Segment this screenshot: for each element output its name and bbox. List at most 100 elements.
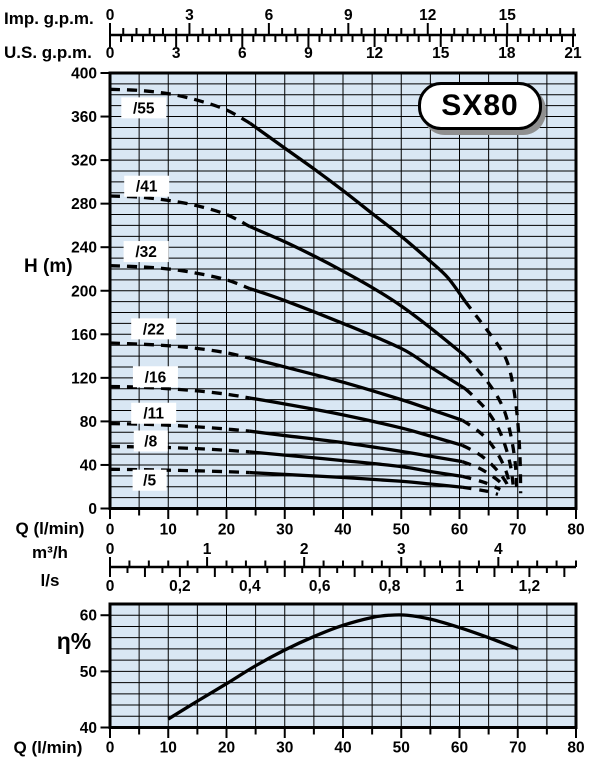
svg-text:/8: /8 bbox=[144, 433, 157, 450]
svg-text:30: 30 bbox=[276, 522, 293, 539]
svg-text:240: 240 bbox=[71, 240, 97, 257]
efficiency-axis-title: η% bbox=[56, 628, 92, 654]
svg-text:9: 9 bbox=[304, 45, 313, 62]
svg-text:400: 400 bbox=[71, 66, 97, 83]
svg-text:0,4: 0,4 bbox=[239, 578, 261, 595]
efficiency-curve bbox=[167, 613, 519, 721]
curve-label-16: /16 bbox=[132, 366, 178, 388]
pump-curve-22 bbox=[109, 341, 512, 485]
imp-gpm-scale-title: Imp. g.p.m. bbox=[4, 9, 94, 28]
model-badge: SX80 bbox=[418, 82, 542, 130]
svg-text:15: 15 bbox=[499, 7, 517, 24]
curve-label-41: /41 bbox=[124, 175, 170, 197]
svg-text:/32: /32 bbox=[135, 244, 157, 261]
svg-text:0,2: 0,2 bbox=[169, 578, 191, 595]
svg-text:0,6: 0,6 bbox=[309, 578, 331, 595]
svg-text:50: 50 bbox=[393, 740, 410, 757]
svg-text:0,8: 0,8 bbox=[379, 578, 401, 595]
svg-text:10: 10 bbox=[160, 740, 177, 757]
svg-text:1: 1 bbox=[203, 541, 212, 558]
svg-text:280: 280 bbox=[71, 196, 97, 213]
svg-text:6: 6 bbox=[238, 45, 247, 62]
svg-text:/5: /5 bbox=[143, 473, 156, 490]
pump-curve-32 bbox=[109, 264, 515, 485]
svg-text:9: 9 bbox=[344, 7, 353, 24]
svg-text:70: 70 bbox=[509, 740, 526, 757]
curve-label-11: /11 bbox=[131, 402, 177, 424]
curve-label-8: /8 bbox=[133, 430, 168, 452]
svg-text:60: 60 bbox=[451, 522, 468, 539]
m3h-scale-title: m³/h bbox=[32, 543, 68, 562]
svg-text:0: 0 bbox=[106, 45, 115, 62]
main-y-axis: 0 40 80 120 160 200 240 280 320 360 400 bbox=[71, 66, 109, 518]
svg-text:40: 40 bbox=[334, 740, 351, 757]
svg-text:40: 40 bbox=[80, 457, 97, 474]
eff-x-axis: 0 10 20 30 40 50 60 70 80 bbox=[106, 729, 585, 757]
svg-text:10: 10 bbox=[160, 522, 177, 539]
svg-text:1,2: 1,2 bbox=[519, 578, 541, 595]
svg-text:200: 200 bbox=[71, 283, 97, 300]
svg-text:80: 80 bbox=[567, 522, 584, 539]
svg-text:50: 50 bbox=[80, 664, 97, 681]
eff-y-axis: 40 50 60 bbox=[80, 608, 109, 737]
curve-label-22: /22 bbox=[131, 318, 177, 340]
curve-label-32: /32 bbox=[123, 241, 169, 263]
flow-axis-title-main: Q (l/min) bbox=[15, 519, 85, 538]
svg-text:30: 30 bbox=[276, 740, 293, 757]
svg-text:70: 70 bbox=[509, 522, 526, 539]
svg-text:3: 3 bbox=[172, 45, 181, 62]
svg-text:360: 360 bbox=[71, 109, 97, 126]
svg-text:0: 0 bbox=[106, 740, 115, 757]
svg-text:40: 40 bbox=[80, 720, 97, 737]
svg-text:3: 3 bbox=[397, 541, 406, 558]
svg-text:50: 50 bbox=[393, 522, 410, 539]
flow-axis-title-eff: Q (l/min) bbox=[13, 738, 83, 757]
svg-text:0: 0 bbox=[106, 541, 115, 558]
svg-text:160: 160 bbox=[71, 327, 97, 344]
pump-curve-55 bbox=[109, 87, 523, 494]
main-x-axis: 0 10 20 30 40 50 60 70 80 bbox=[106, 510, 585, 539]
svg-text:120: 120 bbox=[71, 370, 97, 387]
top-flow-scale: 0 3 6 9 12 15 0 3 6 9 12 15 18 21 bbox=[106, 7, 582, 62]
svg-text:/41: /41 bbox=[136, 179, 158, 196]
curve-label-5: /5 bbox=[132, 469, 167, 491]
svg-text:/22: /22 bbox=[143, 321, 165, 338]
mid-flow-scale: 0 1 2 3 4 0 0,2 0,4 0,6 0,8 1 1,2 bbox=[106, 541, 578, 595]
svg-text:40: 40 bbox=[334, 522, 351, 539]
svg-text:0: 0 bbox=[88, 501, 97, 518]
svg-text:21: 21 bbox=[564, 45, 582, 62]
svg-text:60: 60 bbox=[451, 740, 468, 757]
svg-text:0: 0 bbox=[106, 7, 115, 24]
us-gpm-scale-title: U.S. g.p.m. bbox=[4, 43, 92, 62]
curve-label-55: /55 bbox=[121, 97, 167, 119]
svg-text:80: 80 bbox=[80, 414, 97, 431]
svg-text:/55: /55 bbox=[133, 100, 155, 117]
main-plot-border bbox=[108, 71, 578, 510]
svg-text:0: 0 bbox=[106, 578, 115, 595]
svg-text:/11: /11 bbox=[143, 406, 164, 423]
svg-text:1: 1 bbox=[455, 578, 464, 595]
svg-text:12: 12 bbox=[366, 45, 383, 62]
eff-plot-border bbox=[108, 602, 578, 729]
svg-text:60: 60 bbox=[80, 608, 97, 625]
pump-curve-11 bbox=[109, 421, 507, 489]
svg-text:320: 320 bbox=[71, 153, 97, 170]
svg-text:20: 20 bbox=[218, 522, 235, 539]
svg-text:6: 6 bbox=[265, 7, 274, 24]
svg-text:4: 4 bbox=[494, 541, 503, 558]
pump-curve-41 bbox=[109, 194, 519, 487]
svg-text:0: 0 bbox=[106, 522, 115, 539]
ls-scale-title: l/s bbox=[40, 571, 60, 590]
head-axis-title: H (m) bbox=[24, 256, 73, 277]
svg-text:20: 20 bbox=[218, 740, 235, 757]
pump-curve-5 bbox=[109, 467, 499, 496]
svg-text:12: 12 bbox=[419, 7, 436, 24]
svg-text:/16: /16 bbox=[145, 369, 167, 386]
svg-text:2: 2 bbox=[300, 541, 309, 558]
svg-text:15: 15 bbox=[432, 45, 450, 62]
svg-text:3: 3 bbox=[185, 7, 194, 24]
svg-text:80: 80 bbox=[567, 740, 584, 757]
svg-text:18: 18 bbox=[498, 45, 516, 62]
